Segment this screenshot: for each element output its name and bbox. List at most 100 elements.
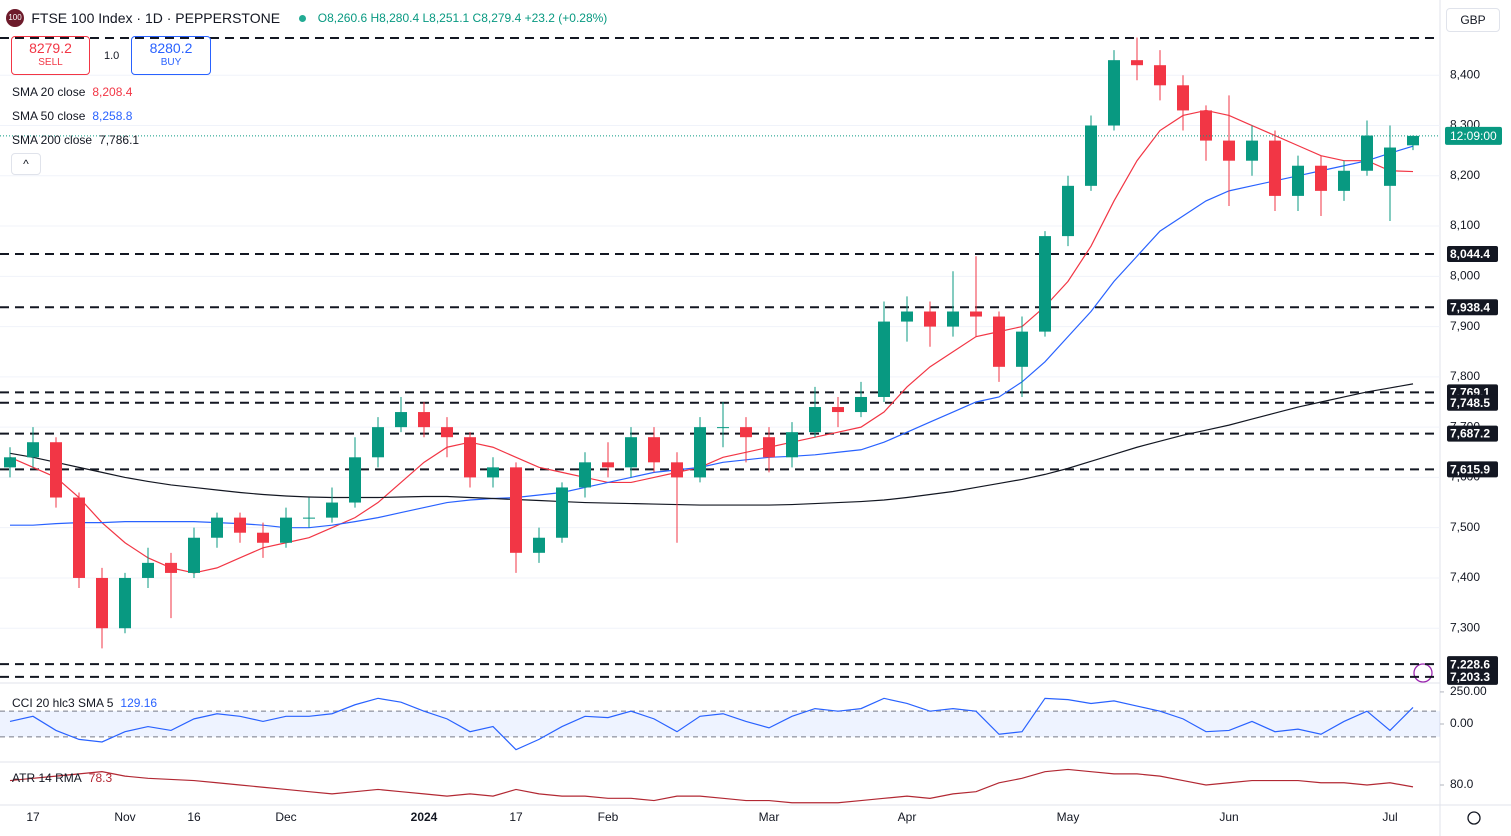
candle-body [1131,60,1143,66]
candle-body [717,427,729,429]
candle-body [165,562,177,573]
candle-body [1085,125,1097,186]
symbol-row: 100 FTSE 100 Index · 1D · PEPPERSTONE O8… [6,9,607,27]
indicator-line [9,768,1414,804]
candle-body [1177,85,1189,111]
candle-body [1108,60,1120,126]
x-tick-label: Dec [275,810,296,824]
candle-body [326,502,338,518]
level-label: 7,687.2 [1450,427,1490,441]
x-tick-label: Apr [898,810,917,824]
legend-value: 7,786.1 [99,133,140,147]
legend-value: 8,208.4 [92,85,133,99]
candle-body [4,457,16,468]
level-label: 8,044.4 [1450,247,1490,261]
candle-body [1338,170,1350,191]
candle-body [27,442,39,458]
indicator-legend: ATR 14 RMA 78.3 [12,771,112,785]
alert-icon[interactable] [1413,663,1433,683]
ohlc: O8,260.6 H8,280.4 L8,251.1 C8,279.4 +23.… [317,11,608,25]
candle-body [303,517,315,519]
candle-body [1039,236,1051,332]
symbol-title: FTSE 100 Index · 1D · PEPPERSTONE [31,10,281,26]
sell-button[interactable]: 8279.2 SELL [11,36,90,75]
candle-body [487,467,499,478]
candle-body [786,432,798,458]
legend-name: SMA 200 close [12,133,93,147]
candle-body [648,437,660,463]
candle-body [579,462,591,488]
candle-body [441,427,453,438]
candle-body [763,437,775,458]
x-tick-label: Jul [1382,810,1397,824]
y-tick-label: 7,500 [1450,520,1480,534]
level-label: 7,938.4 [1450,300,1490,314]
level-label-box [1447,425,1498,442]
candle-body [510,467,522,553]
candle-body [1062,185,1074,237]
currency[interactable]: GBP [1446,8,1500,32]
candle-body [878,321,890,397]
candle-body [1384,147,1396,186]
candle-body [556,487,568,538]
legend-entry: SMA 20 close 8,208.4 [12,85,132,99]
candle-body [832,407,844,413]
x-tick-label: Nov [114,810,135,824]
candle-body [947,311,959,327]
x-tick-label: 17 [26,810,40,824]
candle-body [464,437,476,478]
quantity[interactable]: 1.0 [104,50,120,62]
candle-body [349,457,361,503]
collapse-button[interactable]: ^ [11,153,41,175]
candle-body [809,407,821,433]
candle-body [188,537,200,573]
level-label: 7,203.3 [1450,670,1490,684]
level-label-box [1447,461,1498,478]
candle-body [1407,135,1419,146]
candle-body [625,437,637,468]
x-tick-label: 16 [187,810,201,824]
candle-body [96,577,108,629]
buy-button[interactable]: 8280.2 BUY [131,36,211,75]
candle-body [533,537,545,553]
candle-body [1223,140,1235,161]
level-label-box [1447,668,1498,685]
y-tick-label: 80.0 [1450,777,1474,791]
x-tick-label: 2024 [411,810,438,824]
legend-value: 8,258.8 [92,109,133,123]
indicator-line [9,697,1414,751]
buy-label: BUY [160,57,182,68]
legend-name: SMA 20 close [12,85,86,99]
candle-body [924,311,936,327]
y-tick-label: 7,400 [1450,570,1480,584]
sma-line [9,383,1414,506]
candle-body [694,427,706,478]
candle-body [119,577,131,629]
market-status [299,14,307,22]
x-tick-label: Feb [598,810,619,824]
legend-name: SMA 50 close [12,109,86,123]
y-tick-label: 8,000 [1450,268,1480,282]
candle-body [970,311,982,317]
y-tick-label: 8,400 [1450,67,1480,81]
legend-entry: SMA 50 close 8,258.8 [12,109,132,123]
y-tick-label: 7,800 [1450,369,1480,383]
last-price-box [1445,126,1502,145]
level-label-box [1447,299,1498,316]
candle-body [901,311,913,322]
candle-body [1246,140,1258,161]
candle-body [73,497,85,578]
candle-body [257,532,269,543]
x-tick-label: Mar [759,810,780,824]
candle-body [395,412,407,428]
y-tick-label: 8,200 [1450,168,1480,182]
candle-body [1361,135,1373,171]
candle-body [1269,140,1281,196]
y-tick-label: 250.00 [1450,684,1487,698]
candle-body [50,442,62,498]
candle-body [993,316,1005,367]
settings-icon[interactable] [1467,811,1481,825]
level-label: 7,228.6 [1450,657,1490,671]
x-tick-label: Jun [1219,810,1238,824]
